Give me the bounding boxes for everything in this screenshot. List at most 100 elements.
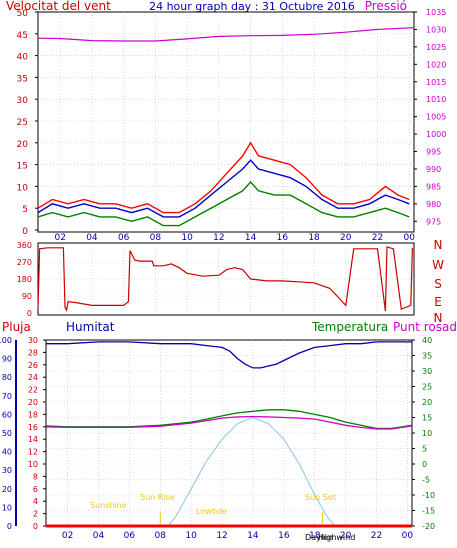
humidity-tick-label: 0 [7,522,12,531]
humidity-label: Humitat [66,320,115,334]
rain-tick-label: 0 [33,522,38,531]
sunrise-annotation: Sun Rise [140,493,175,502]
top-right-tick-label: 990 [426,165,441,174]
top-right-tick-label: 1005 [426,113,446,122]
mid-grid [38,245,414,313]
humidity-tick-label: 40 [2,448,12,457]
rain-tick-label: 26 [28,361,38,370]
top-series-line [37,159,410,218]
rain-tick-label: 24 [28,373,38,382]
humidity-tick-label: 30 [2,466,12,475]
top-right-tick-label: 1015 [426,78,446,87]
temperature-tick-label: -5 [422,476,430,485]
rain-tick-label: 12 [28,448,38,457]
bottom-x-tick-label: 06 [124,531,136,541]
solar-elevation-curve [167,416,336,527]
bottom-series [45,341,413,528]
rain-tick-label: 18 [28,410,38,419]
top-series-line [37,180,410,227]
temperature-tick-label: -10 [422,491,435,500]
temp-humidity-panel: Pluja Humitat Temperatura Punt rosada 0 1… [0,320,457,542]
rain-tick-label: 6 [33,485,38,494]
temperature-tick-label: 10 [422,429,432,438]
temperature-tick-label: 15 [422,414,432,423]
top-right-tick-label: 1035 [426,8,446,17]
bottom-series-line [45,409,413,430]
top-x-tick-label: 10 [181,233,193,243]
temperature-tick-label: -20 [422,522,435,531]
top-y-tick-label: 10 [17,183,29,193]
humidity-tick-label: 50 [2,429,12,438]
bottom-x-tick-label: 04 [93,531,105,541]
rain-tick-label: 8 [33,472,38,481]
rain-tick-label: 10 [28,460,38,469]
compass-letter: E [434,295,442,309]
highwind-annotation: Highwind [318,533,355,542]
top-right-tick-label: 985 [426,182,441,191]
rain-tick-label: 16 [28,423,38,432]
bottom-x-tick-label: 22 [371,531,382,541]
top-right-tick-label: 1020 [426,60,446,69]
top-x-tick-label: 20 [340,233,352,243]
top-x-tick-label: 06 [118,233,130,243]
compass-letter: N [434,238,443,252]
top-y-tick-label: 25 [17,118,28,128]
temperature-tick-label: 20 [422,398,432,407]
humidity-tick-label: 10 [2,503,12,512]
bottom-x-tick-label: 02 [62,531,73,541]
compass-letter: W [432,258,444,272]
bottom-x-tick-label: 08 [155,531,167,541]
top-y-tick-label: 50 [17,9,29,19]
top-right-tick-label: 1025 [426,43,446,52]
wind-speed-label: Velocitat del vent [6,0,111,13]
top-x-tick-label: 22 [372,233,383,243]
bottom-x-axis: 02 04 06 08 10 12 14 16 18 20 22 00 [62,531,413,541]
temperature-label: Temperatura [311,320,388,334]
temperature-tick-label: 25 [422,383,432,392]
mid-series [37,246,413,312]
top-right-tick-label: 1010 [426,95,446,104]
rain-label: Pluja [2,320,31,334]
top-right-axis: 975 980 985 990 995 1000 1005 1010 1015 1020 1025 1… [414,8,446,226]
bottom-x-tick-label: 16 [278,531,290,541]
bottom-series-line [46,341,412,369]
top-y-tick-label: 0 [22,227,28,237]
top-series-line [37,27,415,42]
top-y-tick-label: 20 [17,140,29,150]
temperature-tick-label: 35 [422,352,432,361]
top-right-tick-label: 975 [426,217,441,226]
bottom-x-tick-label: 18 [309,531,321,541]
top-y-tick-label: 45 [17,31,28,41]
mid-y-tick-label: 90 [22,292,32,301]
mid-left-axis: 0 90 180 270 360 [17,241,32,318]
top-x-tick-label: 02 [54,233,65,243]
top-left-axis: 0 5 10 15 20 25 30 35 40 45 50 [17,9,38,237]
bottom-right-axis: -20 -15 -10 -5 0 5 10 15 20 25 30 35 40 [412,336,435,531]
humidity-tick-label: 100 [0,336,12,345]
bottom-x-tick-label: 12 [216,531,227,541]
mid-y-tick-label: 270 [17,258,32,267]
chart-title: 24 hour graph day : 31 Octubre 2016 [149,0,355,13]
dew-point-label: Punt rosada [393,320,457,334]
temperature-tick-label: 30 [422,367,432,376]
sun-annotations: Sunshine Sun Rise Lowtide Sun Set Daylen… [90,493,355,542]
mid-plot-frame [37,242,415,316]
compass-letter: N [434,311,443,325]
top-y-tick-label: 30 [17,96,29,106]
top-y-tick-label: 35 [17,74,28,84]
top-grid [38,12,414,230]
humidity-tick-label: 20 [2,485,12,494]
top-y-tick-label: 15 [17,162,28,172]
top-x-tick-label: 00 [404,233,416,243]
humidity-tick-label: 60 [2,410,12,419]
top-x-tick-label: 14 [245,233,257,243]
top-series [37,27,415,227]
humidity-tick-label: 80 [2,373,12,382]
humidity-tick-label: 70 [2,392,12,401]
daylength-annotation: Daylen [305,533,333,542]
sunset-annotation: Sun Set [305,493,336,502]
top-right-tick-label: 1030 [426,25,446,34]
